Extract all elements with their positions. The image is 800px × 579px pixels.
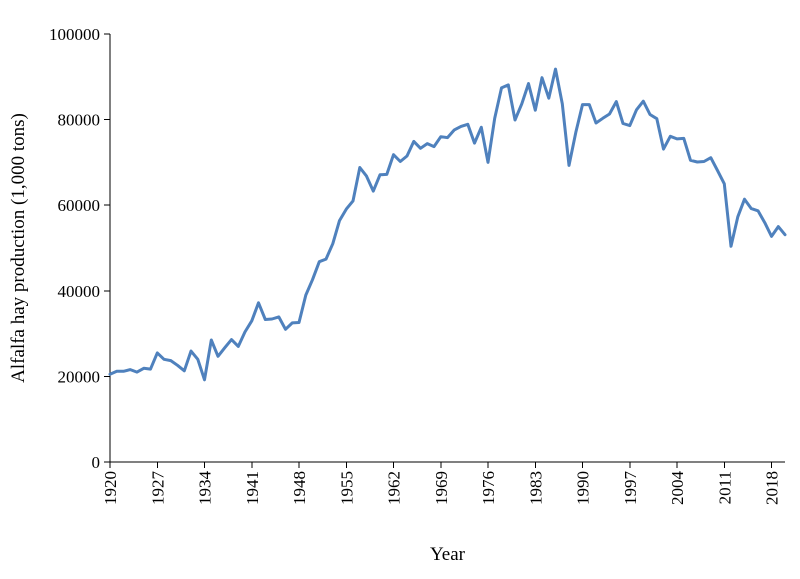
x-tick-label: 1983 [526, 471, 545, 505]
y-axis-title: Alfalfa hay production (1,000 tons) [8, 113, 29, 383]
x-tick-label: 1969 [432, 471, 451, 505]
x-tick-label: 1976 [479, 471, 498, 505]
x-tick-label: 2004 [668, 471, 687, 506]
x-tick-label: 1948 [290, 471, 309, 505]
x-tick-label: 1927 [148, 471, 167, 506]
x-tick-label: 1920 [101, 471, 120, 505]
y-tick-label: 0 [92, 453, 101, 472]
y-tick-label: 100000 [49, 25, 100, 44]
x-tick-label: 1962 [385, 471, 404, 505]
x-tick-label: 2018 [763, 471, 782, 505]
series-line [108, 67, 787, 382]
y-axis: 0 20000 40000 60000 80000 100000 [49, 25, 111, 472]
x-tick-label: 1941 [243, 471, 262, 505]
x-tick-label: 2011 [715, 471, 734, 504]
series-layer [108, 67, 787, 382]
x-axis: 1920 1927 1934 1941 1948 1955 1962 1969 1976 1983… [101, 461, 785, 506]
y-tick-label: 60000 [58, 196, 101, 215]
x-tick-label: 1934 [196, 471, 215, 506]
y-tick-label: 80000 [58, 111, 101, 130]
y-tick-label: 20000 [58, 367, 101, 386]
x-tick-label: 1990 [574, 471, 593, 505]
x-tick-label: 1955 [337, 471, 356, 505]
y-tick-label: 40000 [58, 282, 101, 301]
x-tick-label: 1997 [621, 471, 640, 506]
x-axis-title: Year [430, 544, 466, 565]
